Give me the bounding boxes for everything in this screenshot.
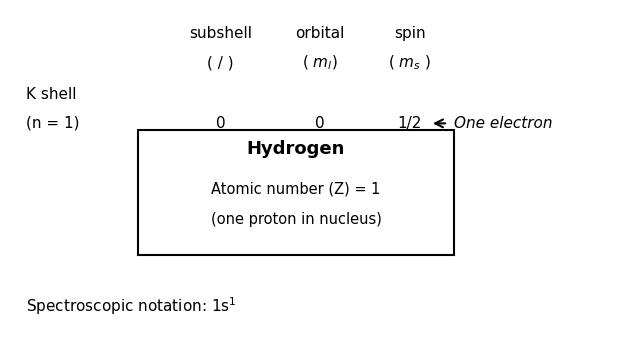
Text: K shell: K shell <box>26 87 76 102</box>
FancyBboxPatch shape <box>138 130 454 255</box>
Text: ( / ): ( / ) <box>207 55 234 70</box>
Text: 1/2: 1/2 <box>397 116 422 131</box>
Text: (n = 1): (n = 1) <box>26 116 79 131</box>
Text: Atomic number (Z) = 1: Atomic number (Z) = 1 <box>211 182 381 197</box>
Text: subshell: subshell <box>189 26 252 41</box>
Text: 0: 0 <box>216 116 226 131</box>
Text: (one proton in nucleus): (one proton in nucleus) <box>211 212 381 227</box>
Text: Spectroscopic notation: 1s$^{1}$: Spectroscopic notation: 1s$^{1}$ <box>26 295 236 317</box>
Text: ( $m_s$ ): ( $m_s$ ) <box>388 53 431 72</box>
Text: 0: 0 <box>315 116 325 131</box>
Text: One electron: One electron <box>454 116 553 131</box>
Text: ( $m_l$): ( $m_l$) <box>302 53 338 72</box>
Text: spin: spin <box>394 26 426 41</box>
Text: orbital: orbital <box>295 26 345 41</box>
Text: Hydrogen: Hydrogen <box>247 140 345 158</box>
